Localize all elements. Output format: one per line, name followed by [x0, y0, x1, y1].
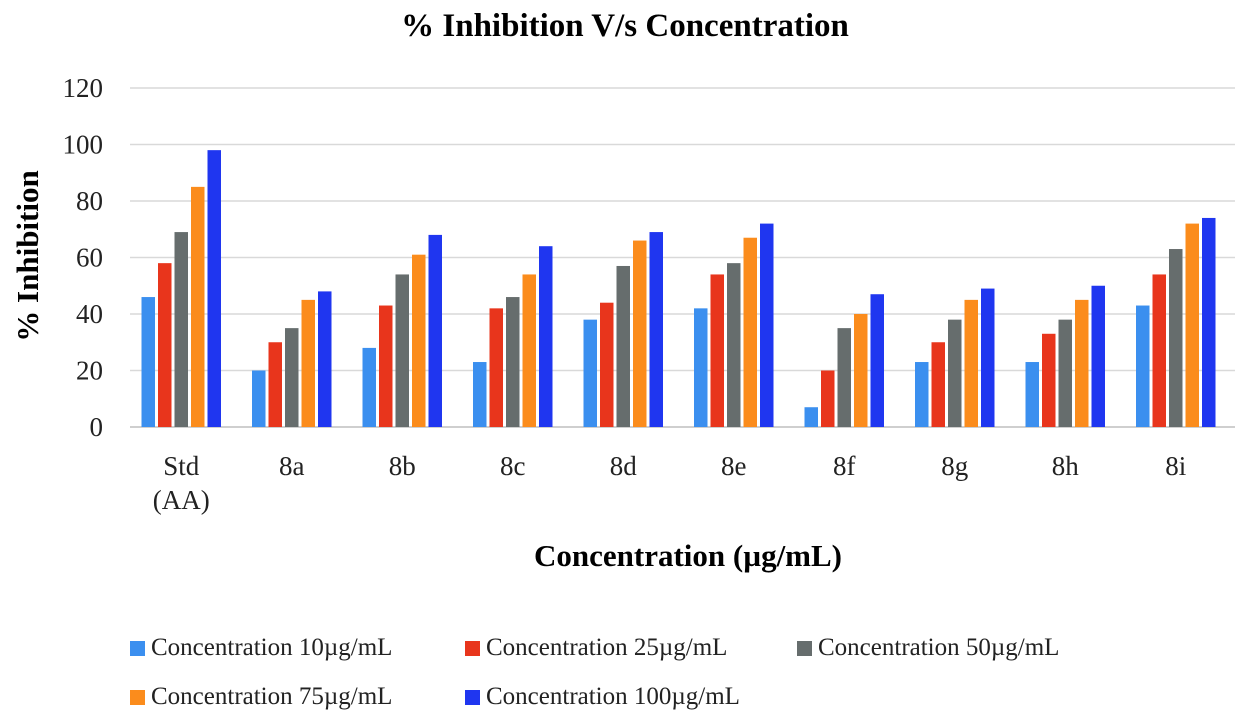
x-category-label: 8a: [279, 451, 305, 481]
bar-8a-series-2: [268, 342, 282, 427]
bar-8a-series-4: [301, 299, 315, 427]
bar-Std-(AA)-series-3: [174, 232, 188, 427]
legend-swatch-1: [130, 641, 145, 656]
bar-8i-series-5: [1202, 217, 1216, 427]
bar-8i-series-2: [1152, 274, 1166, 427]
bar-8f-series-2: [821, 370, 835, 427]
bar-8g-series-4: [964, 299, 978, 427]
bar-8h-series-3: [1058, 319, 1072, 427]
bar-8f-series-1: [804, 407, 818, 427]
bar-Std-(AA)-series-1: [141, 297, 155, 427]
y-axis-ticks: 0 20 40 60 80 100 120: [63, 73, 104, 442]
legend-label-1: Concentration 10µg/mL: [151, 634, 392, 661]
bar-8h-series-4: [1075, 299, 1089, 427]
bar-8i-series-4: [1185, 223, 1199, 427]
x-category-label: Std: [163, 451, 200, 481]
bar-8e-series-2: [710, 274, 724, 427]
bar-8g-series-3: [948, 319, 962, 427]
x-category-label: (AA): [153, 485, 210, 515]
bar-8h-series-1: [1025, 362, 1039, 427]
legend-label-4: Concentration 75µg/mL: [151, 683, 392, 710]
legend-swatch-5: [465, 690, 480, 705]
bar-8d-series-4: [633, 240, 647, 427]
bar-8c-series-5: [539, 246, 553, 427]
bar-8g-series-1: [915, 362, 929, 427]
y-axis-title: % Inhibition: [10, 170, 45, 341]
bar-8b-series-5: [428, 234, 442, 427]
bar-8d-series-2: [600, 302, 614, 427]
bar-8g-series-2: [931, 342, 945, 427]
x-category-label: 8c: [500, 451, 526, 481]
bar-8c-series-3: [506, 297, 520, 427]
bar-8e-series-1: [694, 308, 708, 427]
legend-label-5: Concentration 100µg/mL: [486, 683, 740, 710]
bar-8b-series-1: [362, 347, 376, 427]
x-category-label: 8i: [1165, 451, 1186, 481]
bar-8d-series-1: [583, 319, 597, 427]
y-tick-label: 20: [76, 356, 103, 386]
x-category-label: 8e: [721, 451, 747, 481]
bar-8d-series-3: [616, 265, 630, 427]
legend-swatch-3: [797, 641, 812, 656]
x-category-label: 8b: [389, 451, 416, 481]
x-category-label: 8d: [610, 451, 638, 481]
bar-8c-series-4: [522, 274, 536, 427]
bar-8d-series-5: [649, 232, 663, 427]
bar-Std-(AA)-series-4: [191, 186, 205, 427]
bar-8e-series-4: [743, 237, 757, 427]
bar-8h-series-2: [1042, 333, 1056, 427]
y-tick-label: 40: [76, 299, 103, 329]
bar-Std-(AA)-series-5: [207, 150, 221, 427]
bar-8e-series-3: [727, 263, 741, 427]
bar-8e-series-5: [760, 223, 774, 427]
legend-swatch-4: [130, 690, 145, 705]
bar-8a-series-1: [252, 370, 266, 427]
bar-8i-series-3: [1169, 249, 1183, 427]
bar-8h-series-5: [1091, 285, 1105, 427]
x-category-label: 8f: [833, 451, 856, 481]
bar-8f-series-5: [870, 294, 884, 427]
bar-Std-(AA)-series-2: [158, 263, 172, 427]
x-axis-title: Concentration (µg/mL): [534, 538, 842, 573]
x-category-label: 8h: [1052, 451, 1080, 481]
bar-8g-series-5: [981, 288, 995, 427]
x-category-label: 8g: [941, 451, 968, 481]
legend-label-3: Concentration 50µg/mL: [818, 634, 1059, 661]
bar-8b-series-2: [379, 305, 393, 427]
legend-label-2: Concentration 25µg/mL: [486, 634, 727, 661]
bar-8f-series-4: [854, 314, 868, 427]
y-tick-label: 120: [63, 73, 104, 103]
legend-swatch-2: [465, 641, 480, 656]
chart-title: % Inhibition V/s Concentration: [401, 8, 849, 44]
y-tick-label: 0: [90, 412, 104, 442]
bar-8f-series-3: [837, 328, 851, 427]
bar-8c-series-2: [489, 308, 503, 427]
bar-8a-series-5: [318, 291, 332, 427]
y-tick-label: 80: [76, 186, 103, 216]
x-axis-categories: Std (AA) 8a 8b 8c 8d 8e 8f 8g 8h 8i: [153, 451, 1187, 515]
bar-8b-series-3: [395, 274, 409, 427]
legend: Concentration 10µg/mL Concentration 25µg/…: [130, 634, 1059, 710]
bar-8i-series-1: [1136, 305, 1150, 427]
bar-8c-series-1: [473, 362, 487, 427]
y-tick-label: 100: [63, 130, 104, 160]
bars: [141, 150, 1216, 427]
bar-8a-series-3: [285, 328, 299, 427]
bar-8b-series-4: [412, 254, 426, 427]
y-tick-label: 60: [76, 243, 103, 273]
